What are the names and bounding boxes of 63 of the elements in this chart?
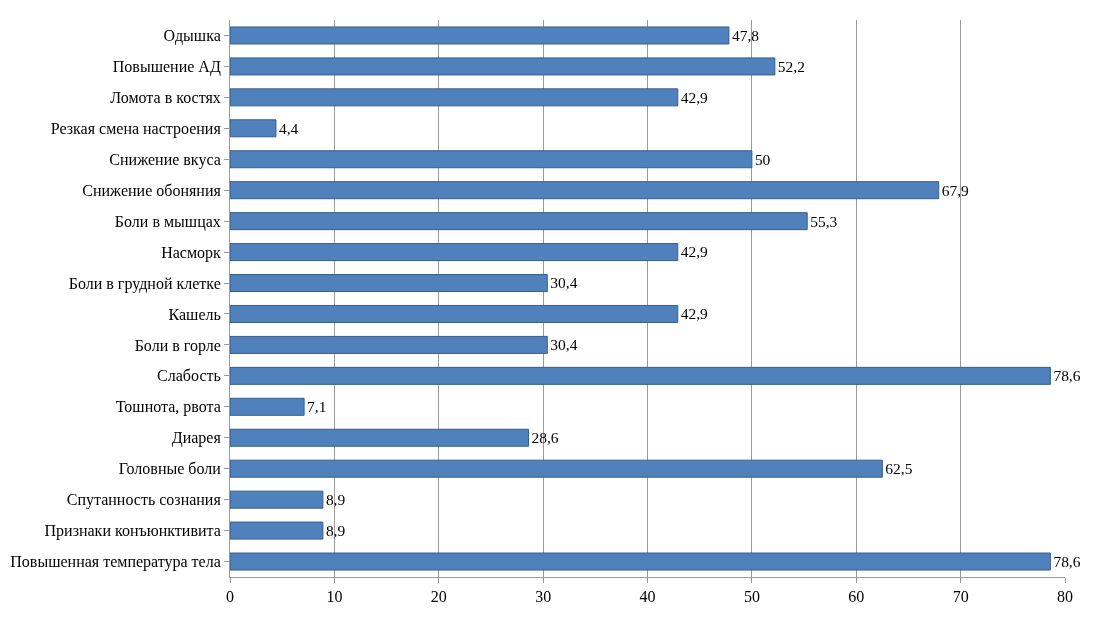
x-tick-label: 10 xyxy=(326,588,343,606)
data-label: 30,4 xyxy=(550,274,578,292)
bar xyxy=(230,274,548,293)
data-label: 28,6 xyxy=(531,429,559,447)
x-tick-label: 40 xyxy=(639,588,656,606)
y-tick-label: Кашель xyxy=(168,305,221,323)
bar xyxy=(230,26,730,45)
data-label: 8,9 xyxy=(325,522,346,539)
y-tick-label: Резкая смена настроения xyxy=(50,119,222,138)
bar xyxy=(230,428,530,447)
data-label: 42,9 xyxy=(680,305,709,323)
x-tick-label: 50 xyxy=(743,588,760,606)
data-label: 42,9 xyxy=(680,243,709,261)
y-tick-label: Повышение АД xyxy=(112,58,221,77)
bar xyxy=(230,119,277,138)
y-tick-label: Боли в мышцах xyxy=(114,212,221,231)
y-tick-label: Тошнота, рвота xyxy=(115,398,221,417)
data-label: 4,4 xyxy=(278,119,299,137)
y-tick-label: Спутанность сознания xyxy=(66,491,222,510)
data-label: 8,9 xyxy=(325,491,346,509)
data-label: 42,9 xyxy=(680,88,709,106)
x-tick-label: 80 xyxy=(1057,588,1073,606)
data-label: 52,2 xyxy=(777,57,805,75)
data-label: 30,4 xyxy=(550,336,578,354)
x-tick-label: 20 xyxy=(430,588,447,606)
data-label: 47,8 xyxy=(731,26,760,44)
data-label: 55,3 xyxy=(810,212,838,230)
bar xyxy=(230,521,324,540)
bar xyxy=(230,88,679,107)
x-tick-label: 70 xyxy=(952,588,969,606)
y-tick-label: Головные боли xyxy=(118,460,222,478)
y-tick-label: Повышенная температура тела xyxy=(10,553,221,572)
x-tick-label: 0 xyxy=(226,588,234,606)
bar xyxy=(230,304,679,323)
data-label: 78,6 xyxy=(1053,552,1081,570)
y-tick-label: Снижение вкуса xyxy=(109,150,221,169)
y-tick-label: Снижение обоняния xyxy=(82,181,222,199)
bar xyxy=(230,459,883,478)
bar xyxy=(230,397,305,416)
data-label: 62,5 xyxy=(885,460,913,478)
bar xyxy=(230,181,940,200)
y-tick-label: Одышка xyxy=(163,27,221,46)
bar xyxy=(230,150,753,169)
data-label: 50 xyxy=(754,150,771,168)
bar xyxy=(230,243,679,262)
bar xyxy=(230,552,1051,571)
data-label: 67,9 xyxy=(941,181,970,199)
x-tick-label: 30 xyxy=(535,588,552,606)
y-tick-label: Слабость xyxy=(157,367,221,385)
y-tick-label: Боли в грудной клетке xyxy=(68,274,221,293)
bar xyxy=(230,366,1051,385)
data-label: 7,1 xyxy=(307,398,327,416)
bar xyxy=(230,490,324,509)
bar xyxy=(230,57,776,76)
y-tick-label: Диарея xyxy=(171,429,222,448)
y-tick-label: Боли в горле xyxy=(134,336,221,355)
y-tick-label: Насморк xyxy=(161,243,222,262)
data-label: 78,6 xyxy=(1053,367,1081,385)
y-tick-label: Признаки конъюнктивита xyxy=(44,522,221,541)
bar xyxy=(230,335,548,354)
x-tick-label: 60 xyxy=(848,588,865,606)
y-tick-label: Ломота в костях xyxy=(110,88,221,106)
bar xyxy=(230,212,808,231)
